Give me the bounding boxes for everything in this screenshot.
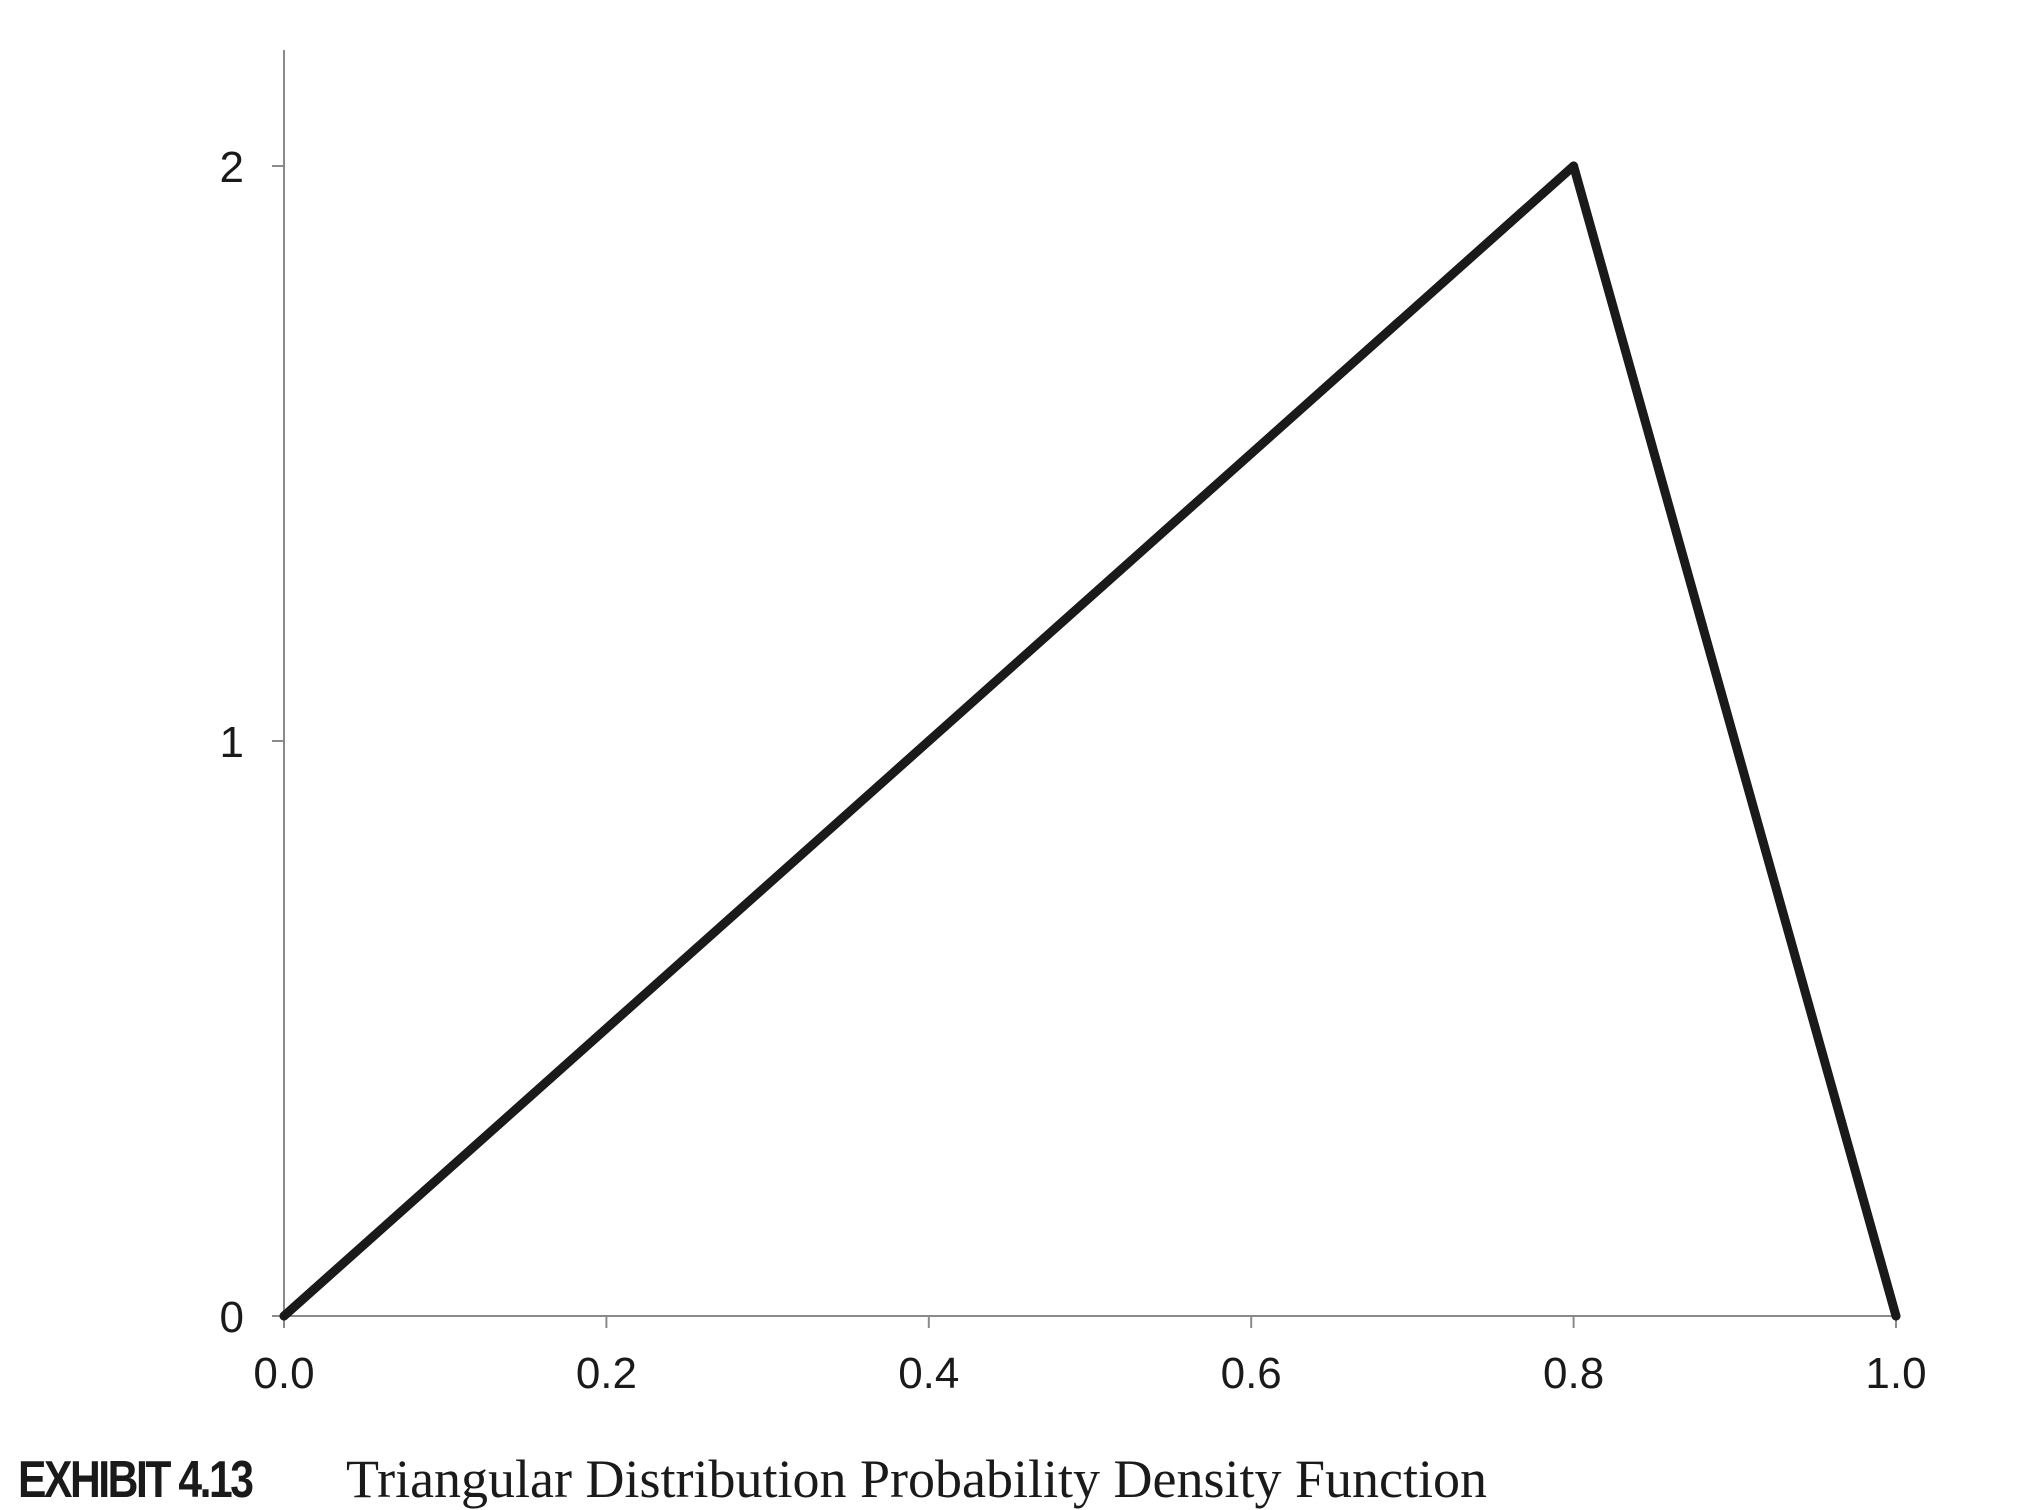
x-tick-label: 0.4 bbox=[898, 1349, 959, 1398]
x-tick-label: 0.8 bbox=[1543, 1349, 1604, 1398]
x-tick-label: 0.0 bbox=[253, 1349, 314, 1398]
x-tick-label: 1.0 bbox=[1865, 1349, 1926, 1398]
tick-labels: 0.0 0.2 0.4 0.6 0.8 1.0 0 1 2 bbox=[220, 143, 1927, 1398]
tick-marks bbox=[272, 165, 1897, 1328]
exhibit-title: Triangular Distribution Probability Dens… bbox=[346, 1449, 1487, 1509]
pdf-line bbox=[279, 161, 1901, 1321]
x-tick-label: 0.2 bbox=[576, 1349, 637, 1398]
pdf-point bbox=[1891, 1311, 1901, 1321]
pdf-point bbox=[1569, 161, 1579, 171]
y-tick-label: 1 bbox=[220, 718, 244, 767]
x-tick-label: 0.6 bbox=[1221, 1349, 1282, 1398]
y-tick-label: 2 bbox=[220, 143, 244, 192]
axes bbox=[272, 50, 1896, 1328]
chart: 0.0 0.2 0.4 0.6 0.8 1.0 0 1 2 bbox=[220, 50, 1927, 1398]
y-tick-label: 0 bbox=[220, 1293, 244, 1342]
pdf-point bbox=[279, 1311, 289, 1321]
series-group bbox=[279, 161, 1901, 1321]
exhibit-label: EXHIBIT 4.13 bbox=[18, 1451, 254, 1509]
figure-caption: EXHIBIT 4.13 Triangular Distribution Pro… bbox=[18, 1448, 1487, 1509]
